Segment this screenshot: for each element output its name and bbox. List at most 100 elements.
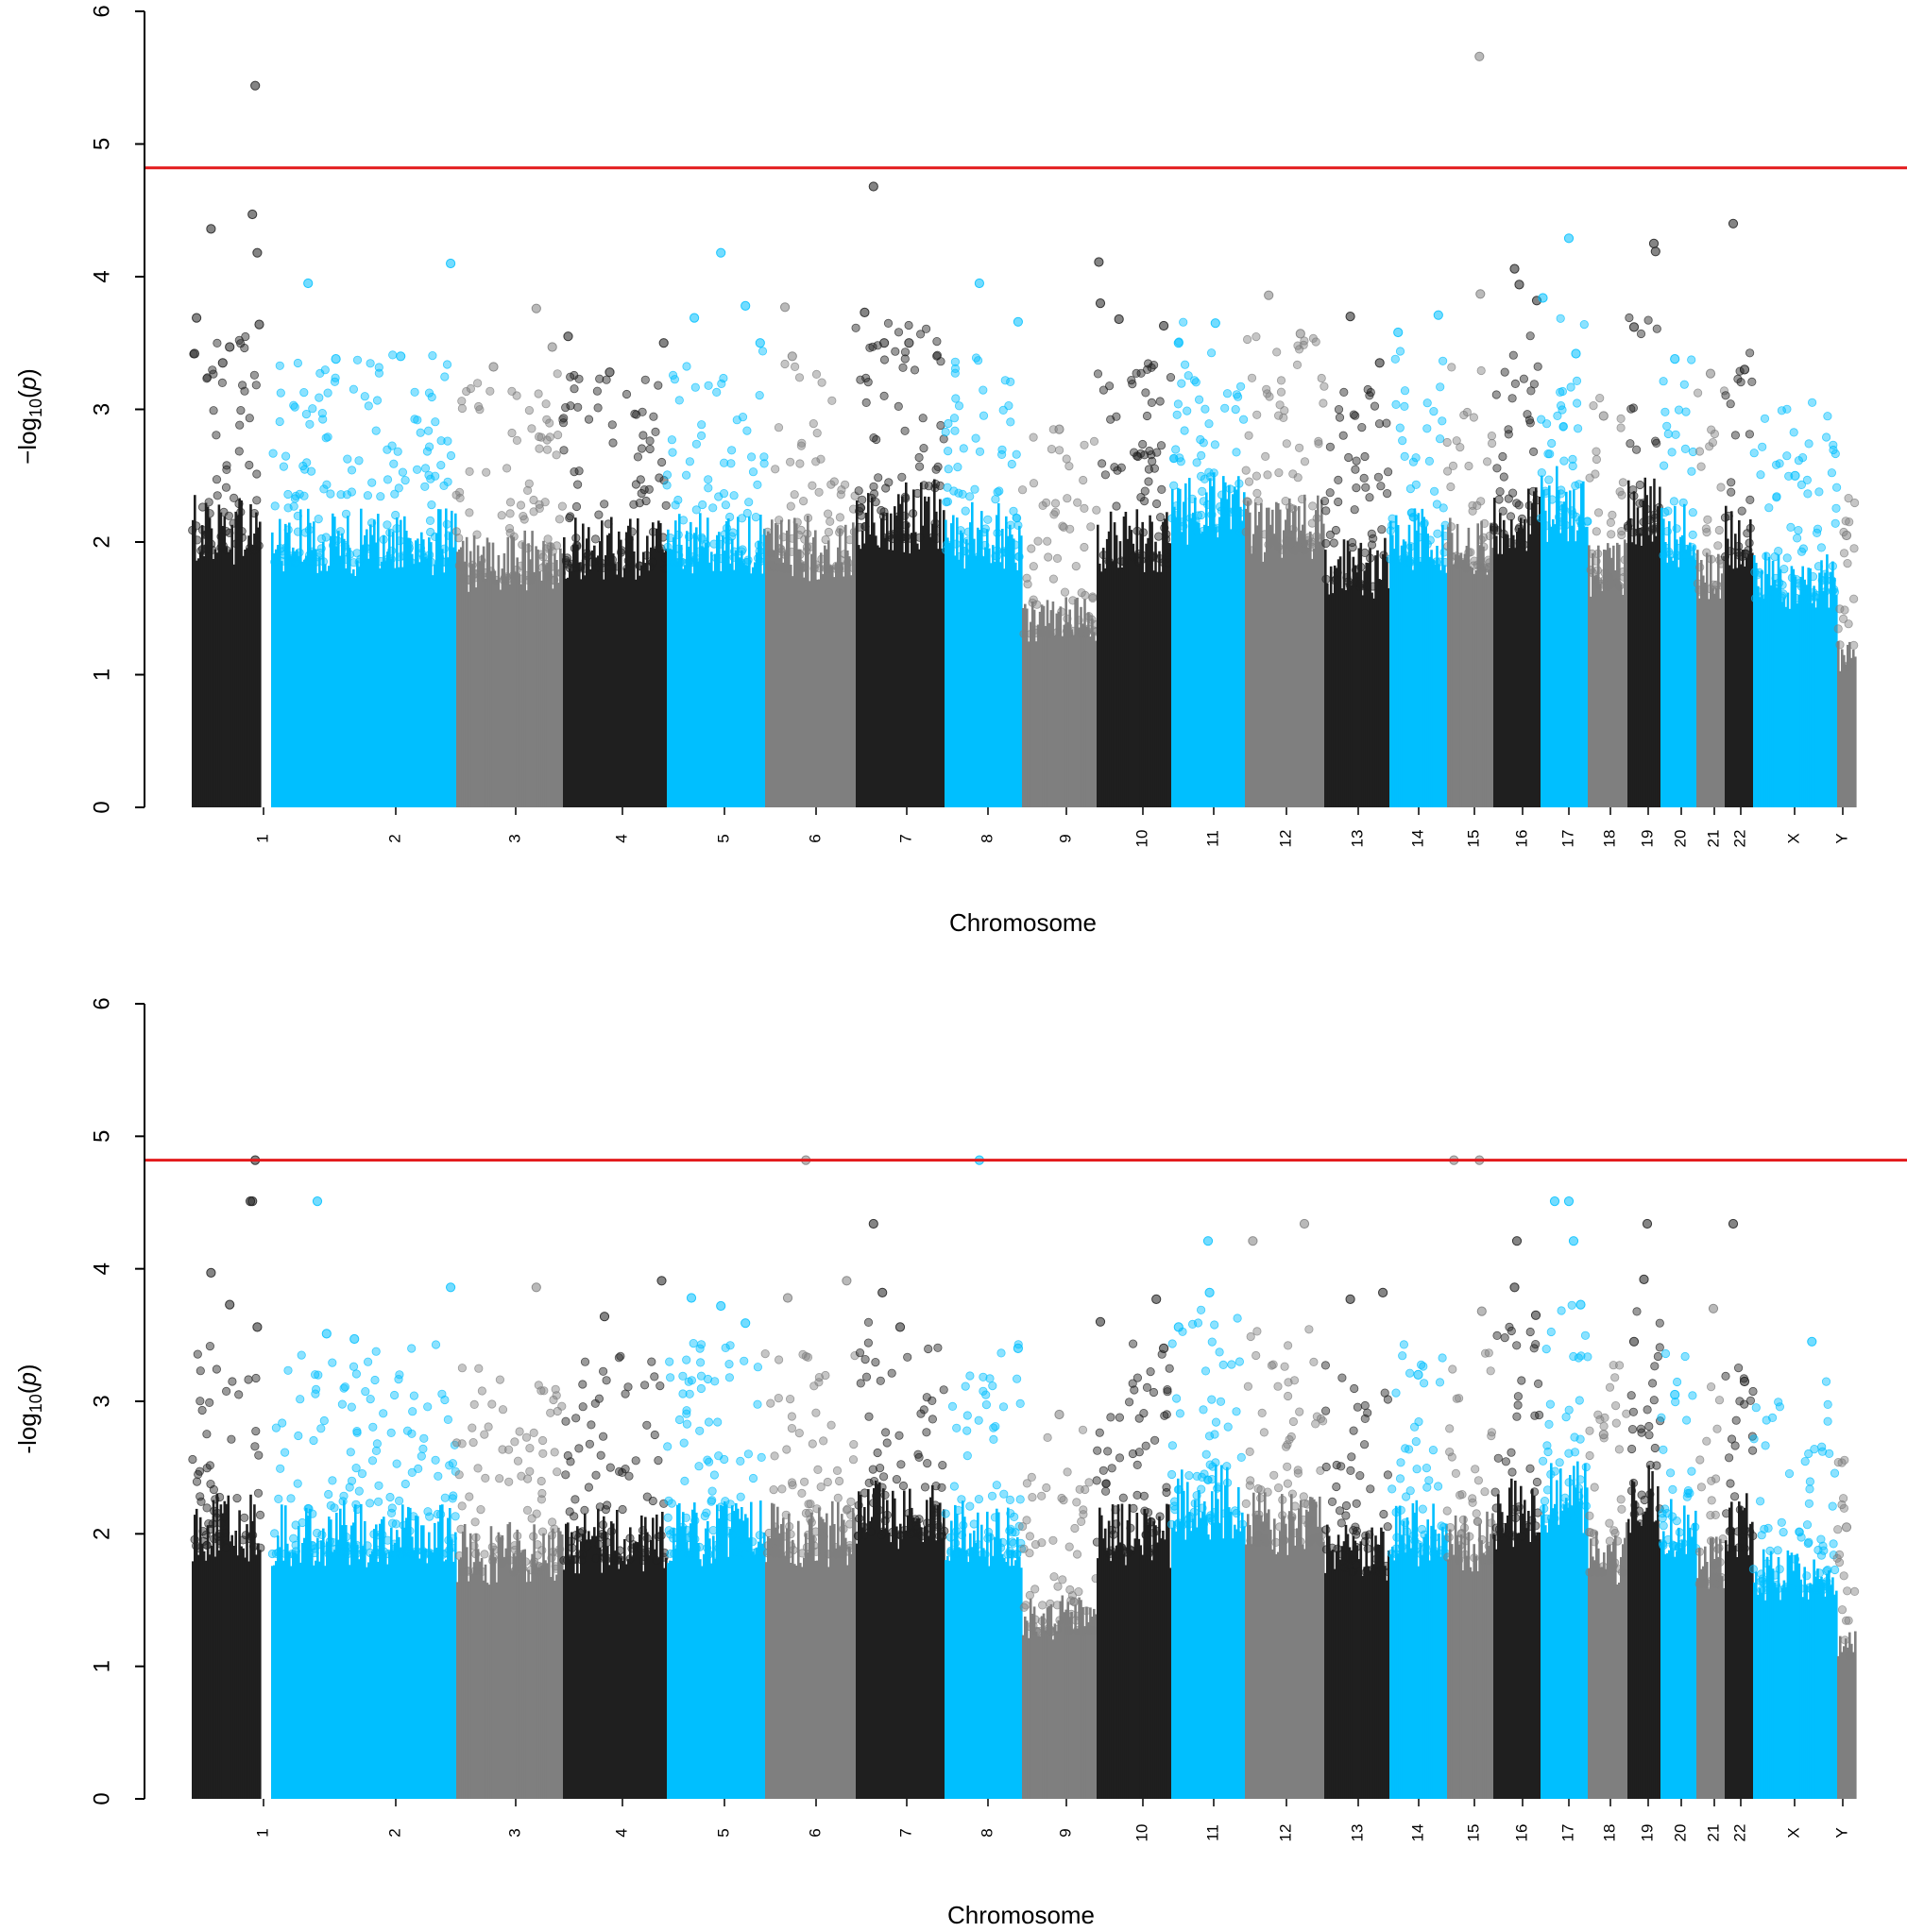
snp-column bbox=[546, 1563, 549, 1799]
snp-point bbox=[1197, 450, 1206, 460]
snp-point bbox=[535, 444, 544, 453]
snp-point bbox=[720, 1454, 729, 1465]
snp-peak-point bbox=[1374, 358, 1385, 368]
chr-18-points bbox=[1585, 1361, 1631, 1799]
snp-point bbox=[951, 539, 961, 549]
snp-column bbox=[1307, 1511, 1310, 1799]
snp-point bbox=[785, 1395, 795, 1404]
snp-column bbox=[506, 1524, 510, 1799]
snp-peak-point bbox=[1739, 1376, 1750, 1387]
snp-column bbox=[525, 590, 528, 807]
snp-column bbox=[1014, 1560, 1017, 1799]
snp-point bbox=[1514, 524, 1524, 534]
snp-column bbox=[665, 549, 668, 807]
snp-column bbox=[519, 584, 522, 807]
snp-point bbox=[570, 1512, 579, 1521]
snp-point bbox=[1146, 1367, 1155, 1377]
snp-point bbox=[1696, 1483, 1707, 1492]
snp-column bbox=[646, 535, 649, 807]
snp-point bbox=[572, 480, 583, 489]
snp-point bbox=[1486, 1366, 1495, 1376]
snp-column bbox=[778, 1533, 781, 1799]
snp-point bbox=[715, 539, 724, 549]
snp-point bbox=[922, 1518, 932, 1528]
snp-point bbox=[1575, 480, 1584, 489]
snp-column bbox=[1196, 521, 1199, 807]
snp-point bbox=[1033, 536, 1043, 546]
snp-point bbox=[623, 1382, 633, 1392]
snp-point bbox=[1332, 1482, 1341, 1492]
snp-column bbox=[996, 515, 998, 807]
snp-column bbox=[1607, 1545, 1609, 1799]
snp-peak-point bbox=[1728, 218, 1739, 229]
snp-column bbox=[591, 550, 594, 807]
snp-column bbox=[420, 1525, 423, 1799]
snp-column bbox=[1286, 508, 1289, 807]
snp-column bbox=[1384, 537, 1387, 807]
snp-column bbox=[826, 1513, 828, 1799]
snp-point bbox=[1748, 1531, 1758, 1541]
snp-point bbox=[1650, 1443, 1660, 1453]
snp-column bbox=[1505, 534, 1507, 807]
snp-point bbox=[1029, 595, 1038, 604]
snp-column bbox=[259, 1550, 262, 1799]
snp-point bbox=[1152, 448, 1162, 457]
snp-point bbox=[1390, 557, 1400, 568]
snp-point bbox=[1063, 1467, 1072, 1477]
snp-column bbox=[1376, 1544, 1379, 1799]
snp-column bbox=[1421, 508, 1424, 807]
snp-point bbox=[1163, 548, 1172, 557]
snp-point bbox=[281, 542, 291, 552]
snp-column bbox=[435, 533, 438, 807]
snp-column bbox=[1578, 1500, 1581, 1799]
snp-point bbox=[1373, 472, 1384, 482]
snp-column bbox=[474, 587, 478, 807]
snp-column bbox=[572, 1555, 575, 1799]
snp-point bbox=[1561, 520, 1571, 530]
snp-point bbox=[704, 483, 713, 493]
snp-column bbox=[335, 546, 338, 807]
snp-column bbox=[1573, 489, 1575, 807]
snp-column bbox=[1200, 1517, 1202, 1799]
snp-column bbox=[1546, 541, 1549, 807]
snp-column bbox=[1292, 1517, 1295, 1799]
snp-point bbox=[462, 386, 471, 397]
snp-column bbox=[1378, 579, 1381, 807]
snp-point bbox=[436, 436, 446, 446]
snp-column bbox=[969, 1533, 972, 1799]
snp-point bbox=[987, 1491, 997, 1500]
snp-point bbox=[696, 431, 707, 440]
snp-point bbox=[290, 1550, 299, 1559]
snp-point bbox=[1112, 501, 1121, 511]
snp-column bbox=[1499, 1503, 1502, 1799]
snp-column bbox=[242, 1548, 245, 1799]
snp-column bbox=[1725, 1540, 1728, 1799]
snp-column bbox=[1630, 542, 1634, 807]
snp-point bbox=[270, 557, 280, 567]
snp-point bbox=[1748, 1446, 1758, 1455]
snp-column bbox=[1016, 569, 1019, 807]
snp-column bbox=[1256, 525, 1259, 807]
snp-column bbox=[1198, 523, 1200, 807]
snp-column bbox=[875, 1481, 877, 1799]
snp-column bbox=[1620, 584, 1623, 807]
snp-point bbox=[662, 481, 672, 490]
snp-point bbox=[1124, 1548, 1133, 1557]
snp-column bbox=[1640, 1526, 1643, 1799]
snp-column bbox=[929, 1497, 932, 1799]
snp-point bbox=[769, 562, 778, 572]
snp-column bbox=[971, 501, 974, 807]
snp-column bbox=[487, 1585, 491, 1799]
snp-point bbox=[855, 1514, 864, 1523]
snp-point bbox=[522, 1505, 533, 1516]
snp-point bbox=[379, 1409, 388, 1418]
snp-point bbox=[1411, 1437, 1421, 1447]
snp-point bbox=[1429, 1549, 1439, 1558]
snp-point bbox=[536, 550, 546, 559]
snp-point bbox=[1564, 1503, 1574, 1513]
snp-column bbox=[434, 1522, 436, 1799]
snp-point bbox=[238, 381, 247, 390]
snp-point bbox=[394, 1496, 404, 1506]
snp-point bbox=[472, 530, 482, 539]
snp-point bbox=[301, 409, 311, 419]
